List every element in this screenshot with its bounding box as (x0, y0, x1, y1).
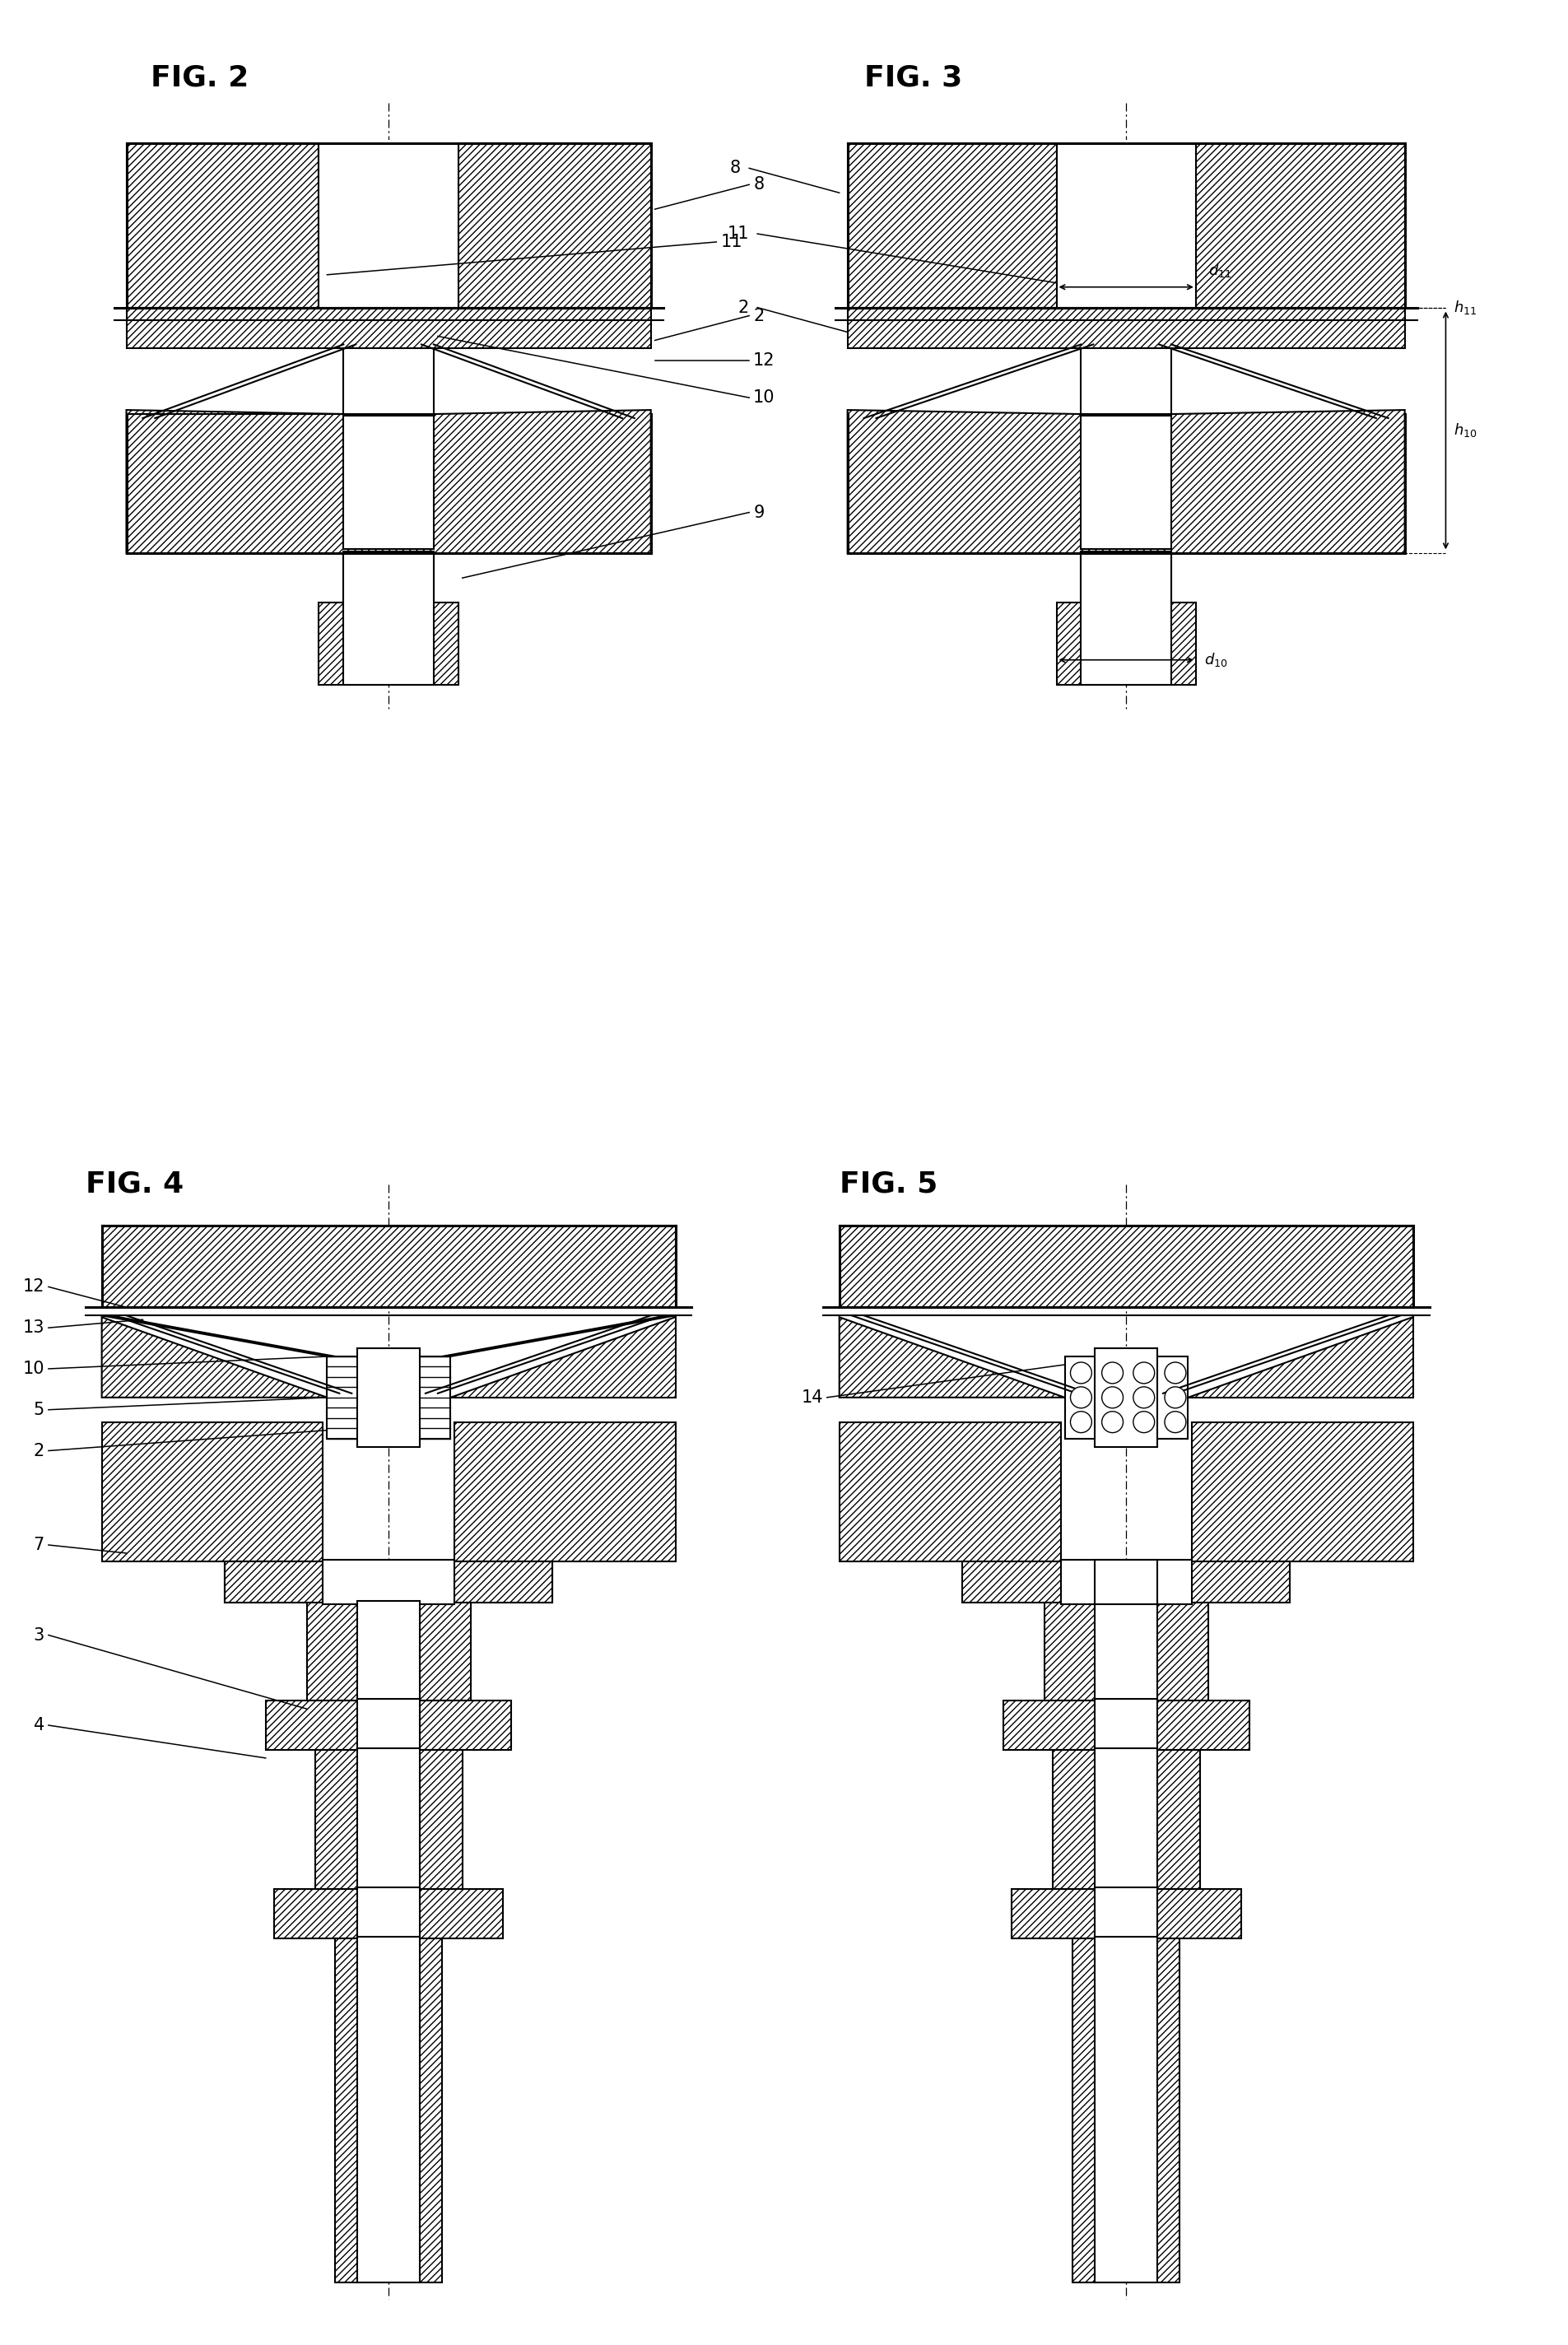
Polygon shape (102, 1226, 676, 1306)
Text: 2: 2 (739, 300, 750, 317)
Polygon shape (1094, 1888, 1157, 1939)
Polygon shape (848, 410, 1405, 553)
Circle shape (1134, 1386, 1154, 1407)
Polygon shape (839, 1421, 1060, 1562)
Polygon shape (336, 1939, 442, 2282)
Text: 12: 12 (753, 352, 775, 368)
Polygon shape (1094, 1937, 1157, 2282)
Polygon shape (1187, 1318, 1413, 1398)
Polygon shape (848, 307, 1405, 349)
Text: $h_{10}$: $h_{10}$ (1454, 422, 1477, 439)
Polygon shape (358, 1348, 420, 1447)
Text: FIG. 2: FIG. 2 (151, 63, 249, 91)
Polygon shape (458, 143, 651, 307)
Polygon shape (127, 410, 651, 553)
Polygon shape (318, 553, 458, 685)
Circle shape (1165, 1362, 1185, 1384)
Polygon shape (1196, 143, 1405, 307)
Polygon shape (328, 1355, 450, 1437)
Circle shape (1134, 1362, 1154, 1384)
Polygon shape (358, 1747, 420, 1890)
Text: 4: 4 (33, 1717, 44, 1733)
Text: 14: 14 (801, 1388, 823, 1405)
Polygon shape (323, 1559, 455, 1604)
Polygon shape (224, 1562, 552, 1602)
Polygon shape (1080, 349, 1171, 415)
Text: 9: 9 (753, 504, 764, 521)
Polygon shape (1094, 1348, 1157, 1447)
Circle shape (1071, 1412, 1091, 1433)
Polygon shape (358, 1602, 420, 1702)
Polygon shape (358, 1888, 420, 1939)
Polygon shape (1080, 415, 1171, 549)
Text: 13: 13 (22, 1320, 44, 1337)
Polygon shape (839, 1318, 1065, 1398)
Polygon shape (1094, 1700, 1157, 1752)
Circle shape (1165, 1412, 1185, 1433)
Polygon shape (1094, 1602, 1157, 1702)
Text: 7: 7 (33, 1536, 44, 1552)
Text: FIG. 4: FIG. 4 (85, 1170, 183, 1198)
Text: 8: 8 (753, 176, 764, 192)
Text: 2: 2 (753, 307, 764, 324)
Polygon shape (307, 1602, 470, 1700)
Text: $d_{10}$: $d_{10}$ (1204, 652, 1228, 668)
Text: FIG. 3: FIG. 3 (864, 63, 963, 91)
Polygon shape (1094, 1747, 1157, 1890)
Polygon shape (127, 143, 318, 307)
Polygon shape (1094, 1559, 1157, 1604)
Polygon shape (455, 1421, 676, 1562)
Polygon shape (1044, 1602, 1207, 1700)
Polygon shape (455, 1562, 552, 1602)
Text: 10: 10 (22, 1360, 44, 1377)
Polygon shape (343, 349, 434, 415)
Polygon shape (318, 138, 458, 307)
Text: 3: 3 (33, 1627, 44, 1644)
Circle shape (1134, 1412, 1154, 1433)
Polygon shape (1011, 1890, 1240, 1939)
Text: $h_{11}$: $h_{11}$ (1454, 298, 1477, 317)
Polygon shape (224, 1562, 323, 1602)
Polygon shape (265, 1700, 511, 1749)
Polygon shape (1192, 1421, 1413, 1562)
Polygon shape (274, 1890, 503, 1939)
Circle shape (1165, 1386, 1185, 1407)
Text: 11: 11 (720, 235, 742, 251)
Polygon shape (1052, 1749, 1200, 1890)
Polygon shape (450, 1318, 676, 1398)
Polygon shape (1004, 1700, 1250, 1749)
Polygon shape (102, 1421, 323, 1562)
Polygon shape (963, 1562, 1290, 1602)
Polygon shape (315, 1749, 463, 1890)
Polygon shape (1060, 1559, 1192, 1604)
Text: 11: 11 (728, 225, 750, 242)
Text: 10: 10 (753, 389, 775, 406)
Circle shape (1071, 1386, 1091, 1407)
Text: 5: 5 (33, 1402, 44, 1419)
Polygon shape (102, 1316, 336, 1355)
Text: FIG. 5: FIG. 5 (839, 1170, 938, 1198)
Polygon shape (358, 1700, 420, 1752)
Text: $d_{11}$: $d_{11}$ (1207, 263, 1231, 279)
Text: 12: 12 (22, 1278, 44, 1294)
Polygon shape (1080, 551, 1171, 685)
Polygon shape (127, 307, 651, 349)
Polygon shape (343, 551, 434, 685)
Polygon shape (1065, 1355, 1187, 1437)
Circle shape (1071, 1362, 1091, 1384)
Polygon shape (358, 1937, 420, 2282)
Circle shape (1102, 1412, 1123, 1433)
Polygon shape (1073, 1939, 1179, 2282)
Text: 2: 2 (33, 1442, 44, 1459)
Polygon shape (442, 1316, 676, 1355)
Text: 8: 8 (731, 159, 742, 176)
Circle shape (1102, 1362, 1123, 1384)
Polygon shape (848, 143, 1057, 307)
Polygon shape (343, 415, 434, 549)
Polygon shape (1057, 553, 1196, 685)
Polygon shape (102, 1318, 328, 1398)
Circle shape (1102, 1386, 1123, 1407)
Polygon shape (1057, 138, 1196, 307)
Polygon shape (839, 1226, 1413, 1306)
